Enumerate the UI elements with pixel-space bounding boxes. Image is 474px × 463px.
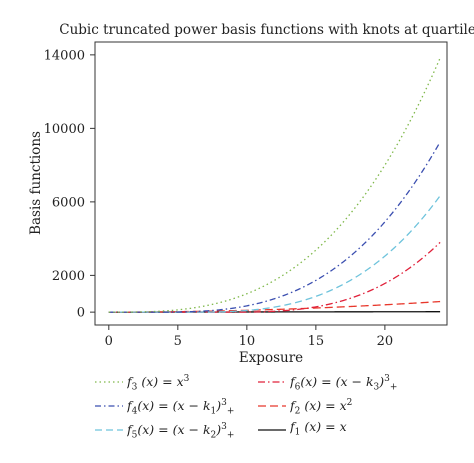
x-tick-label: 0 (105, 334, 113, 349)
series-layer (108, 57, 441, 313)
legend-item: f5(x) = (x − k2)3+ (95, 422, 235, 441)
legend-label: f6(x) = (x − k3)3+ (290, 374, 398, 393)
x-axis-label: Exposure (239, 350, 303, 366)
series-line (108, 57, 441, 313)
y-tick-label: 14000 (44, 48, 85, 63)
y-axis-label: Basis functions (28, 131, 44, 235)
x-tick-label: 20 (377, 334, 394, 349)
legend-item: f1 (x) = x (258, 419, 347, 438)
chart-title: Cubic truncated power basis functions wi… (59, 22, 474, 38)
plot-frame (94, 41, 448, 326)
y-axis: 0 2000 6000 10000 14000 (44, 48, 95, 321)
x-axis: 0 5 10 15 20 (105, 325, 393, 349)
y-tick-label: 0 (77, 306, 85, 321)
legend-item: f2 (x) = x2 (258, 398, 353, 417)
y-tick-label: 10000 (44, 122, 85, 137)
series-line (108, 141, 441, 313)
series-line (108, 195, 441, 313)
y-tick-label: 6000 (52, 195, 85, 210)
legend-label: f5(x) = (x − k2)3+ (127, 422, 235, 441)
y-tick-label: 2000 (52, 269, 85, 284)
x-tick-label: 10 (239, 334, 256, 349)
legend-label: f4(x) = (x − k1)3+ (127, 398, 235, 417)
x-tick-label: 15 (308, 334, 325, 349)
legend-item: f3 (x) = x3 (95, 374, 190, 393)
legend-item: f6(x) = (x − k3)3+ (258, 374, 398, 393)
legend-label: f2 (x) = x2 (290, 398, 353, 417)
legend-item: f4(x) = (x − k1)3+ (95, 398, 235, 417)
x-tick-label: 5 (174, 334, 182, 349)
legend: f3 (x) = x3 f6(x) = (x − k3)3+ f4(x) = (x … (95, 374, 398, 441)
series-line (108, 241, 441, 313)
legend-label: f1 (x) = x (290, 419, 347, 438)
legend-label: f3 (x) = x3 (127, 374, 190, 393)
